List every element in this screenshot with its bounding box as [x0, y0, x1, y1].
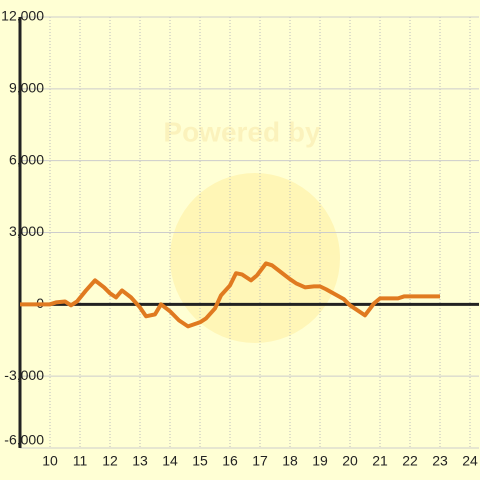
y-tick-label: 3,000 — [9, 223, 44, 239]
x-tick-label: 20 — [342, 453, 358, 469]
x-tick-label: 24 — [462, 453, 478, 469]
x-tick-label: 16 — [222, 453, 238, 469]
watermark-text: Powered by — [163, 116, 321, 147]
x-tick-label: 19 — [312, 453, 328, 469]
x-tick-label: 13 — [132, 453, 148, 469]
y-tick-label: 9,000 — [9, 80, 44, 96]
watermark: Powered by — [163, 116, 340, 343]
x-tick-label: 18 — [282, 453, 298, 469]
y-tick-label: -6,000 — [4, 432, 44, 448]
watermark-logo — [170, 173, 340, 343]
x-tick-label: 11 — [73, 453, 88, 469]
y-tick-label: 6,000 — [9, 151, 44, 167]
x-tick-label: 23 — [432, 453, 448, 469]
y-tick-label: -3,000 — [4, 367, 44, 383]
x-tick-label: 12 — [102, 453, 118, 469]
data-line — [20, 261, 440, 329]
y-tick-label: 12,000 — [1, 8, 44, 24]
x-tick-label: 14 — [162, 453, 178, 469]
x-tick-label: 17 — [252, 453, 268, 469]
x-tick-label: 15 — [192, 453, 208, 469]
x-tick-label: 22 — [402, 453, 418, 469]
x-tick-label: 10 — [42, 453, 58, 469]
x-tick-label: 21 — [372, 453, 388, 469]
